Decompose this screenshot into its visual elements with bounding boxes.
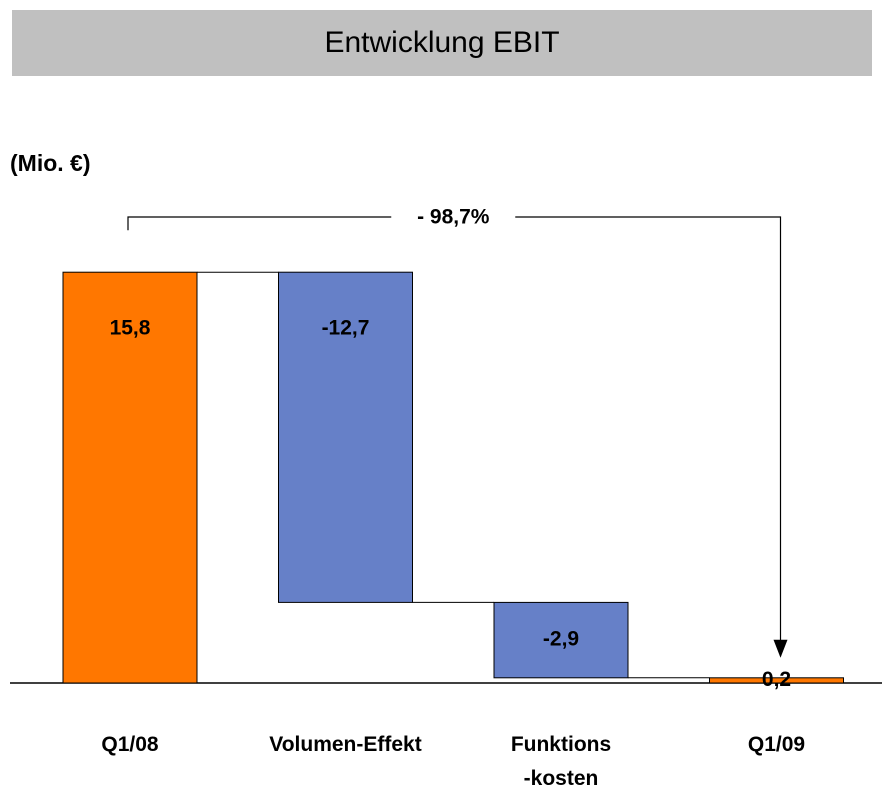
- value-label: 0,2: [762, 668, 791, 691]
- annotation-bg: [391, 203, 516, 231]
- chart-title: Entwicklung EBIT: [324, 26, 559, 59]
- arrow-head: [773, 639, 788, 658]
- bar: [709, 677, 844, 684]
- value-label: -12,7: [322, 317, 370, 340]
- x-tick-label: Q1/08: [101, 733, 159, 756]
- value-label: 15,8: [110, 317, 151, 340]
- x-tick-label: Volumen-Effekt: [269, 733, 422, 756]
- x-tick-label: Funktions -kosten: [510, 733, 612, 790]
- value-label: -2,9: [543, 628, 579, 651]
- bar: [278, 271, 413, 603]
- bar: [493, 601, 629, 679]
- annotation: - 98,7%: [417, 206, 490, 229]
- x-tick-label: Q1/09: [747, 733, 806, 756]
- bracket: [127, 216, 782, 656]
- bar: [62, 271, 198, 684]
- y-axis-label: (Mio. €): [10, 150, 91, 176]
- title-band: [12, 10, 872, 76]
